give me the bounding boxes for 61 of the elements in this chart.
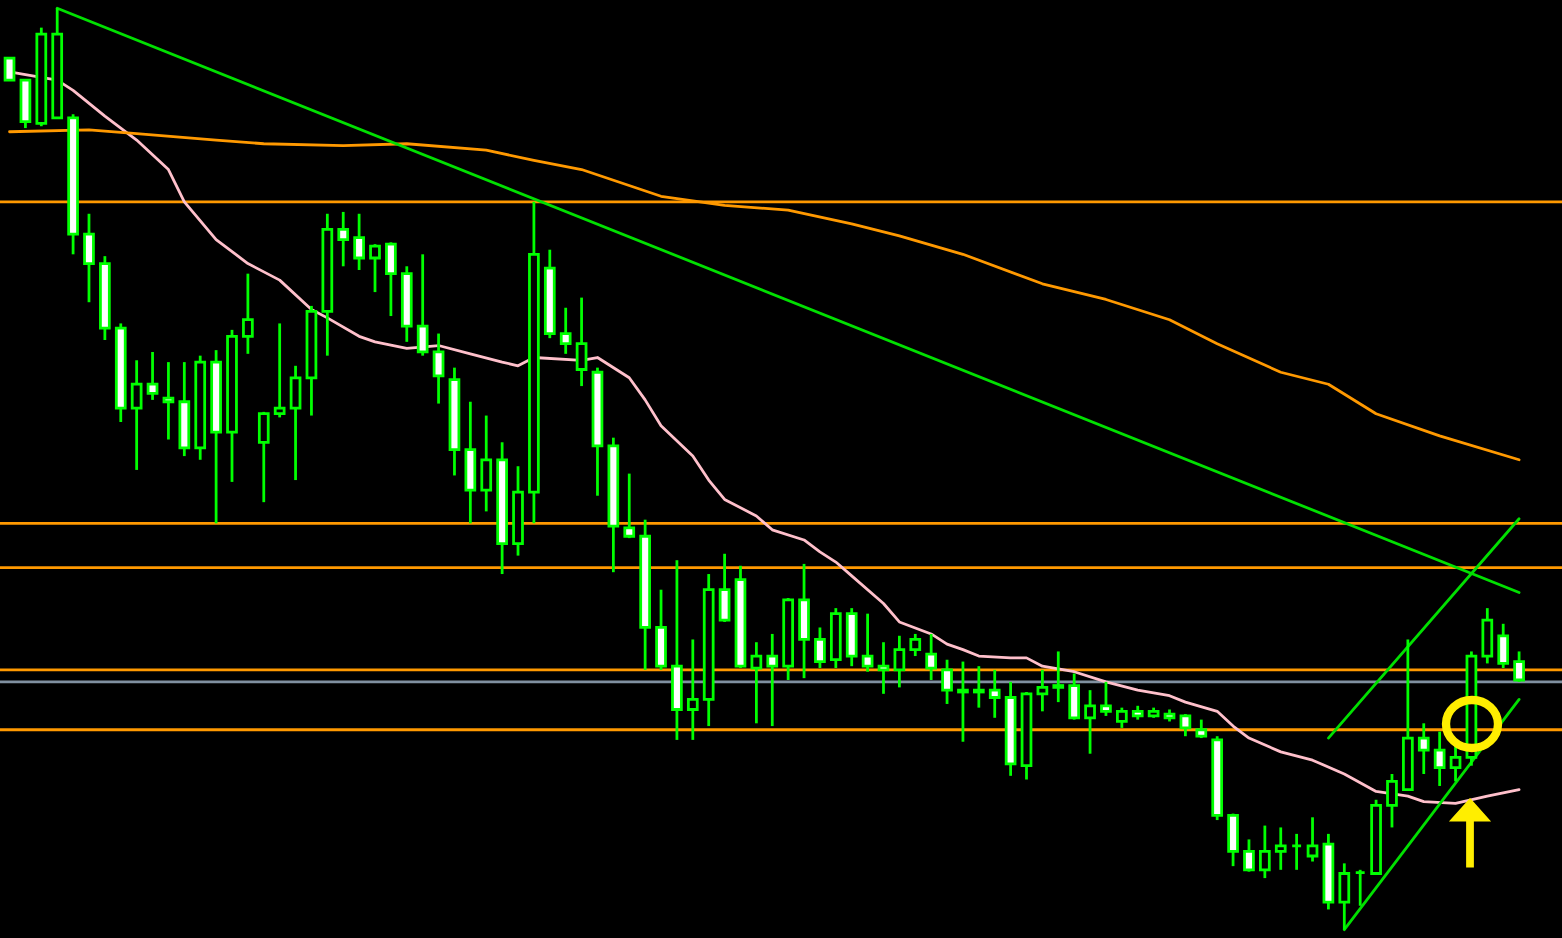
candlestick bbox=[162, 360, 175, 441]
candlestick bbox=[353, 212, 365, 272]
candlestick bbox=[655, 588, 667, 672]
candlestick bbox=[623, 472, 636, 540]
candlestick bbox=[559, 306, 572, 356]
candlestick bbox=[1338, 861, 1351, 932]
candlestick bbox=[432, 332, 445, 405]
candlestick bbox=[369, 242, 381, 294]
candlestick bbox=[178, 360, 191, 458]
candlestick bbox=[1513, 650, 1525, 684]
candlestick bbox=[1306, 815, 1319, 863]
candlestick bbox=[988, 668, 1001, 720]
candlestick bbox=[814, 626, 826, 670]
candlestick bbox=[146, 350, 159, 402]
candlestick bbox=[1179, 712, 1192, 738]
candlestick bbox=[289, 364, 302, 482]
candlestick bbox=[575, 296, 588, 388]
candlestick bbox=[1052, 650, 1065, 704]
candlestick bbox=[877, 640, 890, 696]
candlestick bbox=[3, 56, 16, 82]
candlestick bbox=[861, 612, 874, 674]
candlestick bbox=[337, 210, 350, 268]
candlestick bbox=[750, 640, 763, 725]
candlestick bbox=[1386, 772, 1398, 829]
candlestick bbox=[130, 358, 143, 472]
candlestick bbox=[1036, 668, 1049, 713]
candlestick bbox=[257, 410, 270, 504]
candlestick bbox=[1274, 826, 1287, 872]
candlestick bbox=[1227, 812, 1239, 868]
candlestick bbox=[1449, 744, 1462, 783]
candlestick bbox=[1084, 688, 1096, 756]
candlestick bbox=[941, 658, 953, 706]
candlestick bbox=[1433, 730, 1446, 788]
candlestick bbox=[464, 400, 477, 525]
candlestick bbox=[909, 632, 922, 658]
candlestick bbox=[718, 552, 731, 624]
candlestick bbox=[925, 632, 937, 682]
candlestick bbox=[19, 78, 32, 130]
candlestick bbox=[1116, 706, 1128, 730]
candlestick bbox=[893, 634, 906, 689]
candlestick bbox=[972, 664, 985, 710]
candlestick bbox=[273, 322, 286, 419]
candlestick bbox=[83, 212, 95, 304]
candlestick bbox=[416, 252, 429, 358]
candlestick bbox=[829, 606, 842, 670]
candlestick bbox=[1417, 721, 1430, 776]
candlestick bbox=[1481, 606, 1494, 665]
candlestick bbox=[671, 558, 683, 742]
candlestick bbox=[1100, 680, 1112, 718]
candlestick bbox=[1068, 672, 1081, 722]
candlestick bbox=[845, 606, 858, 668]
candlestick bbox=[480, 414, 493, 513]
candlestick bbox=[242, 272, 254, 356]
candlestick bbox=[1243, 838, 1255, 874]
candlestick bbox=[385, 240, 397, 318]
candlestick bbox=[957, 660, 969, 744]
candlestick bbox=[766, 632, 779, 728]
candlestick bbox=[798, 562, 810, 680]
candlestick bbox=[1259, 824, 1271, 880]
candlestick bbox=[1497, 622, 1510, 670]
candlestick bbox=[686, 638, 699, 742]
